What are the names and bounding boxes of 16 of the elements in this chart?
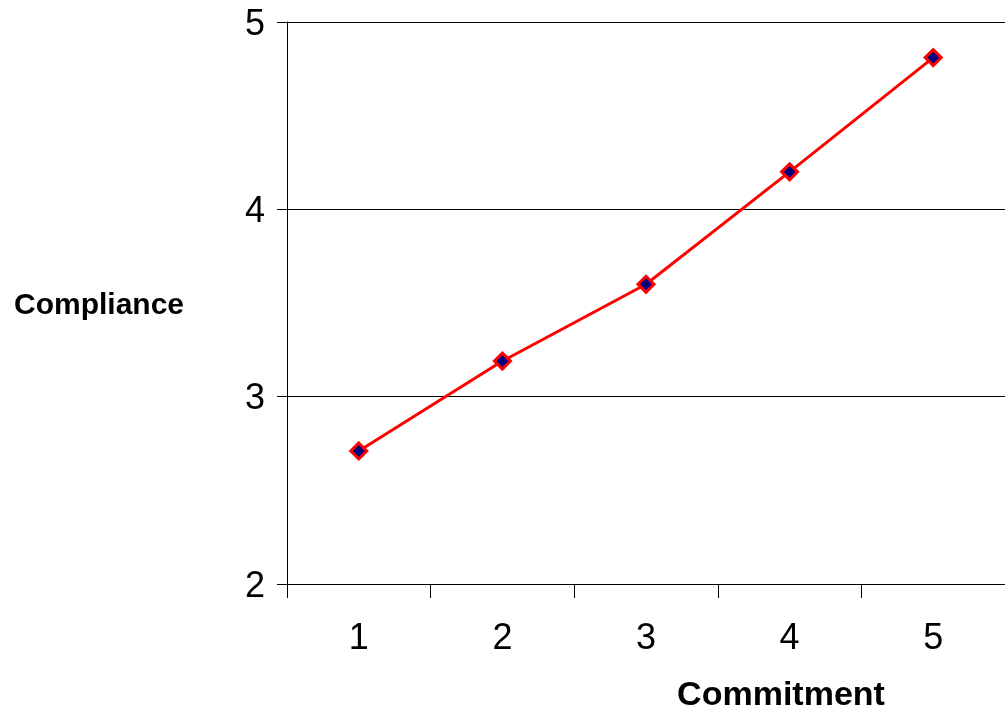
point (349, 441, 369, 461)
y-axis-title: Compliance (14, 286, 185, 320)
x-tick-label: 5 (923, 615, 944, 657)
x-tick-label: 3 (635, 615, 657, 657)
x-tick-label: 4 (779, 615, 800, 657)
x-tick-label: 1 (348, 615, 369, 657)
point (923, 48, 943, 68)
y-tick-label: 4 (244, 188, 265, 230)
x-tick-label: 2 (492, 615, 513, 657)
x-axis-title: Commitment (677, 674, 885, 712)
point (492, 351, 512, 371)
point (780, 162, 800, 182)
point (636, 274, 656, 294)
y-tick-label: 2 (244, 563, 265, 605)
y-tick-label: 3 (244, 376, 265, 418)
y-tick-label: 5 (244, 1, 265, 43)
